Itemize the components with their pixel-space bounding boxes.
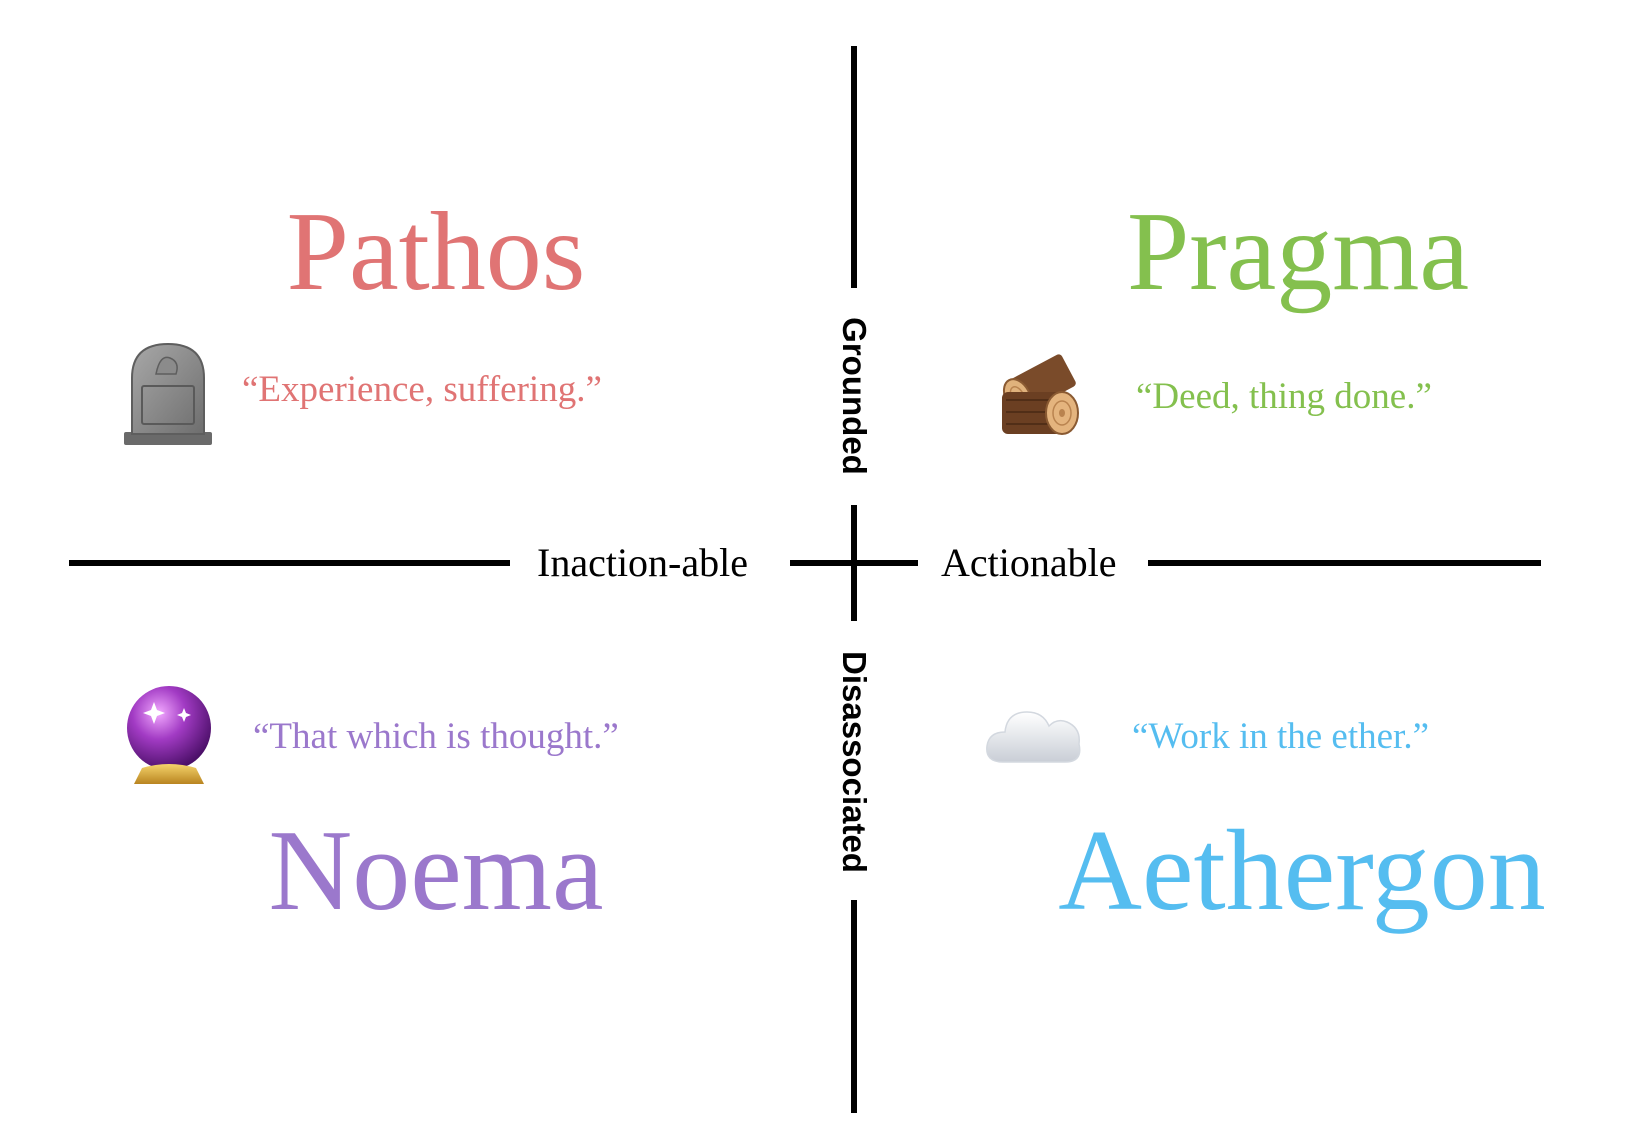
axis-label-disassociated: Disassociated (836, 651, 873, 873)
wood-logs-icon (984, 342, 1084, 448)
quadrant-quote-pathos: “Experience, suffering.” (242, 369, 602, 410)
cloud-icon (983, 698, 1085, 768)
headstone-icon (122, 340, 214, 446)
horizontal-axis-center-line (790, 560, 918, 566)
crystal-ball-icon (124, 684, 214, 788)
horizontal-axis-left-line (69, 560, 510, 566)
quadrant-title-noema: Noema (268, 807, 604, 935)
quadrant-quote-noema: “That which is thought.” (253, 716, 619, 757)
quadrant-title-aethergon: Aethergon (1058, 807, 1546, 935)
axis-label-grounded: Grounded (836, 317, 873, 475)
horizontal-axis-right-line (1148, 560, 1541, 566)
quadrant-title-pathos: Pathos (286, 190, 586, 314)
vertical-axis-bottom-line (851, 900, 857, 1113)
vertical-axis-top-line (851, 46, 857, 288)
quadrant-quote-pragma: “Deed, thing done.” (1136, 376, 1432, 417)
axis-label-actionable: Actionable (941, 540, 1117, 585)
quadrant-title-pragma: Pragma (1126, 190, 1470, 314)
axis-label-inaction-able: Inaction-able (537, 540, 748, 585)
quadrant-quote-aethergon: “Work in the ether.” (1132, 716, 1430, 757)
